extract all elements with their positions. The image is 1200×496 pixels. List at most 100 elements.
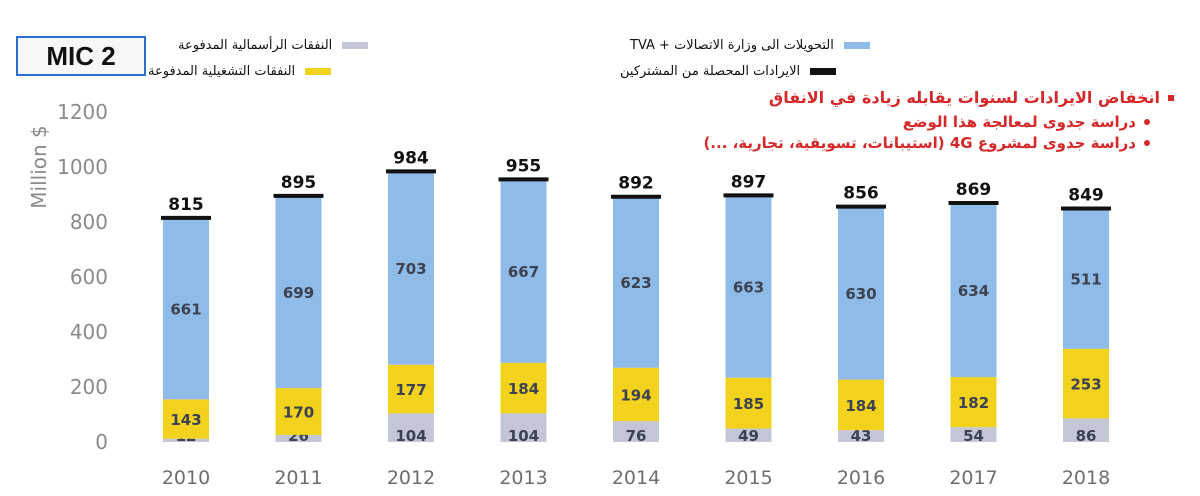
bullet-sub-text-1: دراسة جدوى لمعالجة هذا الوضع <box>902 113 1136 131</box>
y-tick-label: 200 <box>70 375 108 399</box>
legend-transfers: التحويلات الى وزارة الاتصالات + TVA <box>630 38 870 53</box>
revenue-label: 984 <box>393 148 429 168</box>
bar-segment-capex <box>1063 418 1109 442</box>
revenue-label: 895 <box>281 173 317 193</box>
bar-segment-capex <box>838 430 884 442</box>
data-label-opex: 182 <box>958 394 989 412</box>
revenue-label: 815 <box>168 195 204 215</box>
dot-bullet-icon <box>1144 140 1150 146</box>
legend-label-transfers: التحويلات الى وزارة الاتصالات + TVA <box>630 38 834 53</box>
data-label-capex: 43 <box>851 427 872 445</box>
x-tick-label: 2014 <box>612 467 660 489</box>
dot-bullet-icon <box>1144 119 1150 125</box>
bar-segment-capex <box>725 428 772 442</box>
revenue-label: 856 <box>843 184 879 204</box>
bar-segment-capex <box>388 413 434 442</box>
bar-segment-capex <box>613 421 659 442</box>
legend-swatch-transfers <box>843 42 870 49</box>
x-tick-label: 2015 <box>724 467 772 489</box>
revenue-label: 897 <box>731 172 767 192</box>
legend-capex: النفقات الرأسمالية المدفوعة <box>178 38 369 53</box>
bar-segment-opex <box>725 377 772 429</box>
square-bullet-icon <box>1168 94 1174 101</box>
bar-segment-capex <box>950 427 997 442</box>
x-tick-label: 2016 <box>837 467 885 489</box>
bar-segment-transfers <box>163 217 209 400</box>
bar-segment-opex <box>388 364 434 414</box>
legend-label-opex: النفقات التشغيلية المدفوعة <box>148 64 296 79</box>
bar-segment-transfers <box>388 171 434 365</box>
bar-segment-transfers <box>838 206 884 380</box>
bar-segment-transfers <box>500 179 547 363</box>
data-label-transfers: 699 <box>283 284 314 302</box>
legend-swatch-revenue <box>810 68 837 75</box>
data-label-capex: 104 <box>395 427 426 445</box>
data-label-transfers: 634 <box>958 282 989 300</box>
bar-segment-capex <box>163 438 209 442</box>
data-label-capex: 12 <box>176 427 197 445</box>
bar-segment-transfers <box>725 195 772 378</box>
data-label-opex: 143 <box>170 411 201 429</box>
bullet-sub-text-2: دراسة جدوى لمشروع 4G (استيبانات، تسويقية… <box>703 134 1136 152</box>
data-label-capex: 76 <box>626 427 647 445</box>
data-label-transfers: 511 <box>1070 271 1101 289</box>
legend-label-revenue: الايرادات المحصلة من المشتركين <box>620 64 801 79</box>
legend-swatch-opex <box>305 68 332 75</box>
data-label-transfers: 661 <box>170 300 201 318</box>
legend-opex: النفقات التشغيلية المدفوعة <box>148 64 332 79</box>
bullet-sub-1: دراسة جدوى لمعالجة هذا الوضع <box>474 113 1174 131</box>
data-label-opex: 184 <box>845 397 876 415</box>
bar-segment-opex <box>163 399 209 439</box>
mic-badge: MIC 2 <box>16 36 146 76</box>
bar-segment-capex <box>500 413 547 442</box>
revenue-label: 892 <box>618 174 654 194</box>
bar-segment-transfers <box>1063 208 1109 349</box>
legend-swatch-capex <box>342 42 369 49</box>
data-label-opex: 185 <box>733 395 764 413</box>
y-tick-label: 1200 <box>57 100 108 124</box>
y-tick-label: 0 <box>95 430 108 454</box>
bullet-main: انخفاض الايرادات لسنوات يقابله زيادة في … <box>474 88 1174 107</box>
data-label-transfers: 703 <box>395 260 426 278</box>
data-label-capex: 86 <box>1076 427 1097 445</box>
revenue-label: 849 <box>1068 186 1104 206</box>
bar-segment-opex <box>950 377 997 428</box>
legend-label-capex: النفقات الرأسمالية المدفوعة <box>178 38 333 53</box>
data-label-opex: 184 <box>508 380 539 398</box>
x-tick-label: 2018 <box>1062 467 1110 489</box>
bar-segment-opex <box>275 388 322 435</box>
data-label-opex: 170 <box>283 403 314 421</box>
data-label-capex: 104 <box>508 427 539 445</box>
bullet-sub-2: دراسة جدوى لمشروع 4G (استيبانات، تسويقية… <box>474 134 1174 152</box>
revenue-label: 955 <box>506 156 542 176</box>
data-label-capex: 54 <box>963 427 984 445</box>
y-axis-label: Million $ <box>27 125 51 208</box>
bar-segment-transfers <box>275 195 322 389</box>
bar-segment-opex <box>613 367 659 422</box>
data-label-transfers: 630 <box>845 285 876 303</box>
data-label-transfers: 663 <box>733 278 764 296</box>
x-tick-label: 2010 <box>162 467 210 489</box>
y-tick-label: 600 <box>70 265 108 289</box>
bar-segment-transfers <box>950 202 997 378</box>
x-tick-label: 2017 <box>949 467 997 489</box>
data-label-transfers: 623 <box>620 274 651 292</box>
data-label-capex: 49 <box>738 427 759 445</box>
bar-segment-opex <box>838 379 884 431</box>
data-label-transfers: 667 <box>508 263 539 281</box>
bar-segment-transfers <box>613 196 659 368</box>
y-tick-label: 800 <box>70 210 108 234</box>
data-label-capex: 26 <box>288 427 309 445</box>
y-tick-label: 1000 <box>57 155 108 179</box>
data-label-opex: 177 <box>395 381 426 399</box>
bullet-main-text: انخفاض الايرادات لسنوات يقابله زيادة في … <box>768 88 1160 107</box>
y-tick-label: 400 <box>70 320 108 344</box>
bar-segment-opex <box>1063 348 1109 419</box>
data-label-opex: 194 <box>620 386 651 404</box>
note-bullets: انخفاض الايرادات لسنوات يقابله زيادة في … <box>474 88 1174 155</box>
x-tick-label: 2011 <box>274 467 322 489</box>
x-tick-label: 2012 <box>387 467 435 489</box>
legend-revenue: الايرادات المحصلة من المشتركين <box>620 64 837 79</box>
data-label-opex: 253 <box>1070 376 1101 394</box>
